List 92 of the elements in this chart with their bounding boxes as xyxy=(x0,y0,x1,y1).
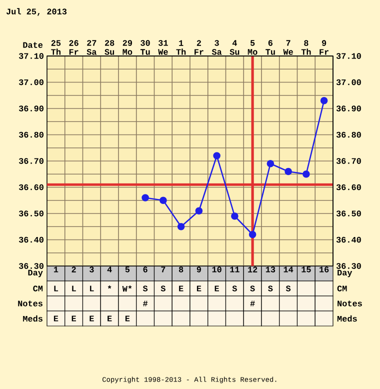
text: L xyxy=(90,286,94,292)
x-tick-label: 10 xyxy=(212,266,222,272)
y-tick-label: 37.10 xyxy=(18,53,44,59)
y-tick-label: 37.00 xyxy=(18,79,44,86)
text: E xyxy=(125,316,130,322)
text: S xyxy=(268,286,273,292)
y2-tick-label: 36.80 xyxy=(336,132,361,138)
x-tick-label: 14 xyxy=(284,266,294,272)
category-label: CM xyxy=(337,286,347,292)
y2-tick-label: 36.90 xyxy=(336,106,361,112)
chart-title: Jul 25, 2013 xyxy=(6,8,67,16)
text: Day xyxy=(338,270,352,278)
point xyxy=(302,170,310,178)
text: E xyxy=(54,316,58,322)
text: E xyxy=(90,316,94,322)
text: S xyxy=(250,286,255,292)
y-tick-label: 36.60 xyxy=(18,184,44,190)
point xyxy=(231,212,238,220)
point xyxy=(195,207,203,215)
text: S xyxy=(142,286,148,292)
y-tick-label: 36.90 xyxy=(18,106,44,112)
x-tick-label: 13 xyxy=(266,266,276,272)
x-tick-label: 4 xyxy=(107,266,112,272)
x2-tick-label: 4 Su xyxy=(230,40,240,55)
x-tick-label: 9 xyxy=(196,266,201,272)
x-axis-title: Day xyxy=(28,270,43,278)
text: # xyxy=(250,300,255,306)
y2-tick-label: 36.70 xyxy=(336,158,361,164)
category-label: Meds xyxy=(23,315,42,322)
x2-tick-label: 31 We xyxy=(158,40,168,55)
x2-tick-label: 28 Su xyxy=(104,40,114,55)
x2-tick-label: 8 Th xyxy=(301,40,311,55)
y2-tick-label: 37.00 xyxy=(336,79,361,86)
point xyxy=(266,160,274,168)
text: E xyxy=(72,316,76,322)
text: # xyxy=(143,300,148,306)
point xyxy=(160,196,167,204)
category-label: Notes xyxy=(338,300,362,306)
text: L xyxy=(72,286,76,292)
x-tick-label: 1 xyxy=(54,266,58,272)
x2-tick-label: 26 Fr xyxy=(69,40,78,55)
text: W* xyxy=(122,285,132,292)
x-tick-label: 7 xyxy=(161,266,166,272)
y2-tick-label: 36.30 xyxy=(336,263,361,269)
x2-tick-label: 29 Mo xyxy=(122,40,132,55)
x-tick-label: 3 xyxy=(90,266,94,272)
text: S xyxy=(232,286,237,292)
y2-tick-label: 37.10 xyxy=(336,53,361,59)
x-tick-label: 12 xyxy=(248,266,258,272)
text: E xyxy=(108,316,112,322)
x2-tick-label: 1 Th xyxy=(176,40,186,55)
point xyxy=(142,194,149,202)
x2-tick-label: 27 Sa xyxy=(86,40,97,55)
text: E xyxy=(214,286,220,292)
x2-tick-label: 7 We xyxy=(283,40,293,55)
y-tick-label: 36.50 xyxy=(18,210,44,216)
text: E xyxy=(179,286,184,292)
category-label: Meds xyxy=(337,315,357,322)
point xyxy=(320,96,328,104)
x-tick-label: 8 xyxy=(178,266,184,272)
y2-tick-label: 36.50 xyxy=(336,210,361,216)
text: S xyxy=(286,286,291,292)
point xyxy=(177,222,185,230)
category-label: CM xyxy=(33,286,43,292)
text: S xyxy=(160,286,166,292)
x-tick-label: 15 xyxy=(302,266,311,272)
x-tick-label: 11 xyxy=(230,266,240,272)
y2-tick-label: 36.40 xyxy=(336,236,361,243)
category-label: Notes xyxy=(18,300,42,306)
point xyxy=(284,168,292,176)
x-tick-label: 2 xyxy=(72,266,76,272)
x2-tick-label: 2 Fr xyxy=(194,40,204,55)
x2-axis-title: Date xyxy=(23,42,43,48)
point xyxy=(248,230,256,238)
y-tick-label: 36.40 xyxy=(18,236,44,243)
x2-tick-label: 3 Sa xyxy=(212,40,222,55)
x2-tick-label: 9 Fr xyxy=(320,40,329,55)
x2-tick-label: 6 Tu xyxy=(266,40,275,55)
y2-tick-label: 36.60 xyxy=(336,184,361,190)
text: E xyxy=(196,286,202,292)
text: * xyxy=(108,285,112,289)
text: L xyxy=(54,286,58,292)
x2-tick-label: 30 Tu xyxy=(140,40,150,55)
x2-tick-label: 25 Th xyxy=(51,40,61,55)
point xyxy=(213,152,220,160)
y-tick-label: 36.80 xyxy=(18,132,44,138)
x2-tick-label: 5 Mo xyxy=(248,40,258,55)
x-tick-label: 5 xyxy=(125,266,130,272)
y-tick-label: 36.70 xyxy=(18,158,44,164)
x-tick-label: 6 xyxy=(143,266,148,272)
x-tick-label: 16 xyxy=(320,266,329,272)
y-tick-label: 36.30 xyxy=(18,263,44,269)
